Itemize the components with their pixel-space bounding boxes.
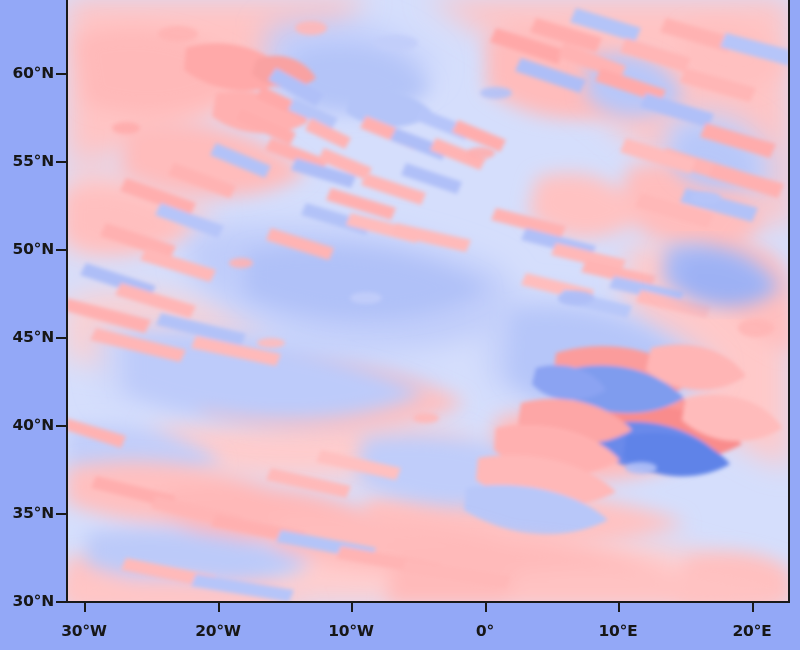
xtick-label-30w: 30°W xyxy=(61,622,107,640)
ytick-mark xyxy=(56,425,66,427)
anomaly-field-raster xyxy=(68,0,788,601)
xtick-mark xyxy=(84,603,86,612)
xtick-label-20w: 20°W xyxy=(195,622,241,640)
ytick-label-40n: 40°N xyxy=(12,416,55,434)
ytick-label-30n: 30°N xyxy=(12,592,55,610)
xtick-mark xyxy=(618,603,620,612)
xtick-mark xyxy=(351,603,353,612)
ytick-label-55n: 55°N xyxy=(12,152,55,170)
xtick-mark xyxy=(218,603,220,612)
xtick-label-20e: 20°E xyxy=(732,622,772,640)
ytick-label-50n: 50°N xyxy=(12,240,55,258)
ytick-label-60n: 60°N xyxy=(12,64,55,82)
xtick-label-10w: 10°W xyxy=(328,622,374,640)
ytick-mark xyxy=(56,513,66,515)
xtick-label-0: 0° xyxy=(475,622,495,640)
ytick-mark xyxy=(56,601,66,603)
xtick-mark xyxy=(752,603,754,612)
map-plot-area[interactable] xyxy=(66,0,790,603)
ytick-label-35n: 35°N xyxy=(12,504,55,522)
ytick-mark xyxy=(56,249,66,251)
ytick-label-45n: 45°N xyxy=(12,328,55,346)
ytick-mark xyxy=(56,73,66,75)
xtick-label-10e: 10°E xyxy=(598,622,638,640)
ytick-mark xyxy=(56,337,66,339)
ytick-mark xyxy=(56,161,66,163)
xtick-mark xyxy=(485,603,487,612)
